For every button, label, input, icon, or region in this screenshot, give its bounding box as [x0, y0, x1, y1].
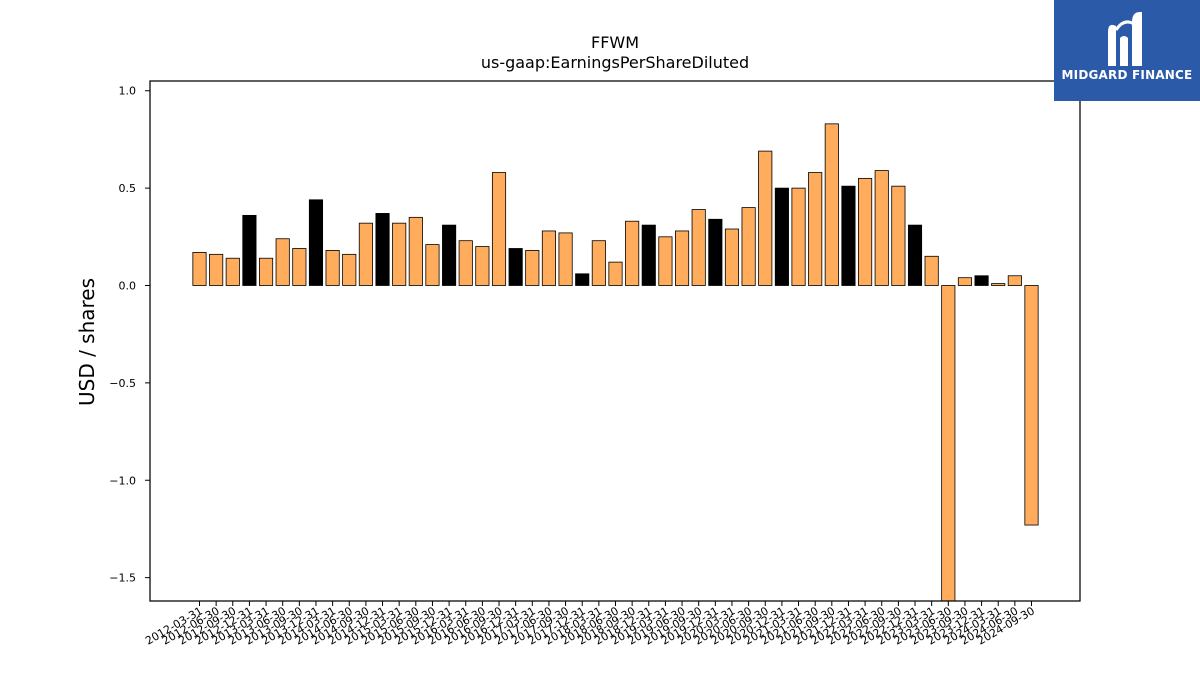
y-tick-label: −0.5 [109, 377, 136, 390]
bar-2024-03-31 [991, 283, 1006, 286]
y-tick-label: 0.0 [119, 279, 137, 292]
bar-2020-03-31 [724, 228, 740, 286]
bar-2021-09-30 [824, 123, 839, 286]
bar-2016-03-31 [458, 240, 473, 286]
y-tick-label: 1.0 [119, 85, 137, 98]
bar-2018-03-31 [591, 240, 606, 286]
bar-2013-12-31 [308, 199, 324, 286]
chart-title: FFWM [591, 33, 639, 52]
bar-2019-06-30 [675, 230, 690, 286]
y-ticks-group: 1.0 0.5 0.0 −0.5 −1.0 −1.5 [109, 85, 150, 585]
bar-2014-03-31 [325, 250, 340, 286]
bar-2023-09-30 [957, 277, 972, 286]
bar-2017-09-30 [558, 232, 573, 286]
bar-2015-09-30 [425, 244, 440, 286]
bar-2012-03-31 [192, 251, 207, 286]
bar-2015-06-30 [408, 216, 423, 286]
y-axis-label: USD / shares [75, 278, 99, 406]
plot-frame [149, 80, 1081, 602]
bar-2017-06-30 [541, 230, 556, 286]
midgard-finance-logo: MIDGARD FINANCE [1054, 0, 1200, 101]
bar-2020-12-31 [774, 187, 789, 286]
bar-2023-03-31 [924, 255, 939, 286]
bar-2018-06-30 [608, 261, 623, 286]
bar-2012-12-31 [242, 214, 257, 286]
bar-2013-03-31 [258, 257, 274, 286]
bar-2024-09-30 [1024, 285, 1039, 526]
y-tick-label: 0.5 [119, 182, 137, 195]
bar-2013-06-30 [275, 238, 290, 286]
bar-2021-06-30 [808, 172, 823, 286]
chart-subtitle: us-gaap:EarningsPerShareDiluted [481, 53, 749, 72]
bar-2015-03-31 [392, 222, 407, 286]
bar-2017-12-31 [575, 273, 590, 286]
bar-2020-06-30 [741, 207, 756, 286]
bar-2016-09-30 [491, 172, 507, 286]
bar-2023-12-31 [974, 275, 989, 286]
bar-2023-06-30 [941, 285, 956, 602]
y-tick-label: −1.0 [109, 474, 136, 487]
bar-2021-12-31 [841, 185, 856, 286]
bar-2020-09-30 [758, 150, 773, 286]
bar-2022-12-31 [907, 224, 923, 286]
bar-2014-12-31 [375, 213, 390, 286]
bar-2016-12-31 [508, 248, 523, 286]
y-tick-label: −1.5 [109, 572, 136, 585]
bar-2019-09-30 [691, 209, 706, 286]
bar-2012-09-30 [225, 257, 240, 286]
logo-text: MIDGARD FINANCE [1061, 68, 1193, 82]
bar-2022-06-30 [874, 170, 889, 286]
bar-2022-09-30 [891, 185, 906, 286]
x-ticks-group: 2012-03-312012-06-302012-09-302012-12-31… [143, 601, 1037, 648]
bar-2012-06-30 [209, 253, 224, 286]
bars-group [192, 123, 1039, 602]
bar-2022-03-31 [858, 177, 873, 286]
bar-2019-12-31 [708, 218, 723, 286]
bar-2013-09-30 [292, 248, 307, 286]
logo-mark-icon [1108, 12, 1142, 66]
bar-2016-06-30 [475, 246, 490, 286]
bar-2014-06-30 [342, 253, 357, 286]
bar-2018-09-30 [625, 220, 640, 286]
bar-2017-03-31 [525, 250, 540, 286]
bar-2014-09-30 [358, 222, 373, 286]
bar-2024-06-30 [1007, 275, 1022, 286]
bar-2018-12-31 [641, 224, 656, 286]
bar-2021-03-31 [791, 187, 806, 286]
bar-2019-03-31 [658, 236, 673, 286]
bar-2015-12-31 [442, 224, 457, 286]
